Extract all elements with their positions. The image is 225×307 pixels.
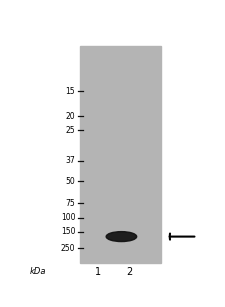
Text: kDa: kDa xyxy=(30,267,46,276)
Text: 2: 2 xyxy=(126,267,132,277)
Text: 15: 15 xyxy=(65,87,75,96)
Text: 150: 150 xyxy=(61,227,75,236)
Text: 50: 50 xyxy=(65,177,75,185)
Bar xyxy=(81,46,161,262)
Text: 37: 37 xyxy=(65,157,75,165)
Text: 20: 20 xyxy=(65,111,75,121)
Text: 75: 75 xyxy=(65,199,75,208)
Text: 100: 100 xyxy=(61,213,75,222)
Text: 25: 25 xyxy=(65,126,75,135)
Text: 1: 1 xyxy=(95,267,101,277)
Ellipse shape xyxy=(106,231,137,242)
Text: 250: 250 xyxy=(61,244,75,253)
